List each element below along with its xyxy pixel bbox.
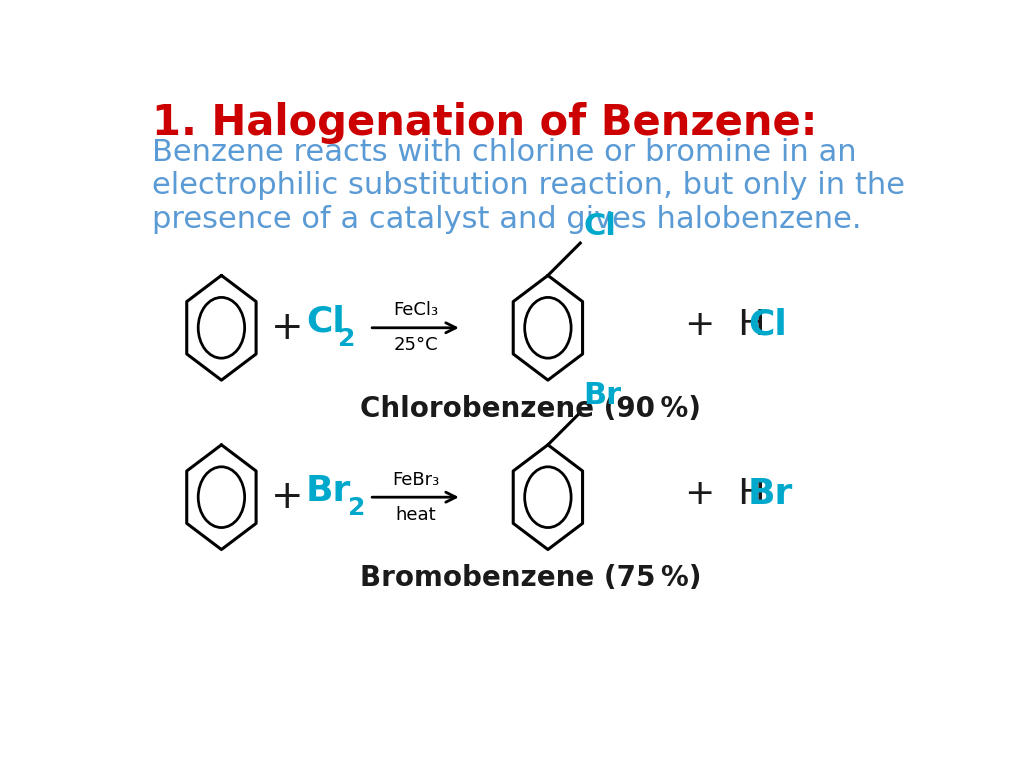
Text: Benzene reacts with chlorine or bromine in an: Benzene reacts with chlorine or bromine … <box>153 138 857 167</box>
Text: FeCl₃: FeCl₃ <box>393 301 438 319</box>
Text: 25°C: 25°C <box>393 336 438 354</box>
Text: 1. Halogenation of Benzene:: 1. Halogenation of Benzene: <box>153 102 817 144</box>
Text: 2: 2 <box>339 326 355 350</box>
Text: Br: Br <box>584 381 622 410</box>
Text: Br: Br <box>306 474 351 508</box>
Text: Chlorobenzene (90 %): Chlorobenzene (90 %) <box>360 395 701 422</box>
Text: +  H: + H <box>685 477 766 511</box>
Text: Cl: Cl <box>749 308 786 342</box>
Text: Cl: Cl <box>306 305 345 339</box>
Text: heat: heat <box>395 505 436 524</box>
Text: Bromobenzene (75 %): Bromobenzene (75 %) <box>360 564 701 592</box>
Text: Br: Br <box>749 477 794 511</box>
Text: 2: 2 <box>348 496 366 520</box>
Text: +: + <box>271 309 304 347</box>
Text: presence of a catalyst and gives halobenzene.: presence of a catalyst and gives haloben… <box>153 204 861 233</box>
Text: FeBr₃: FeBr₃ <box>392 471 439 488</box>
Text: +  H: + H <box>685 308 766 342</box>
Text: +: + <box>271 478 304 516</box>
Text: electrophilic substitution reaction, but only in the: electrophilic substitution reaction, but… <box>153 171 905 200</box>
Text: Cl: Cl <box>584 212 616 241</box>
